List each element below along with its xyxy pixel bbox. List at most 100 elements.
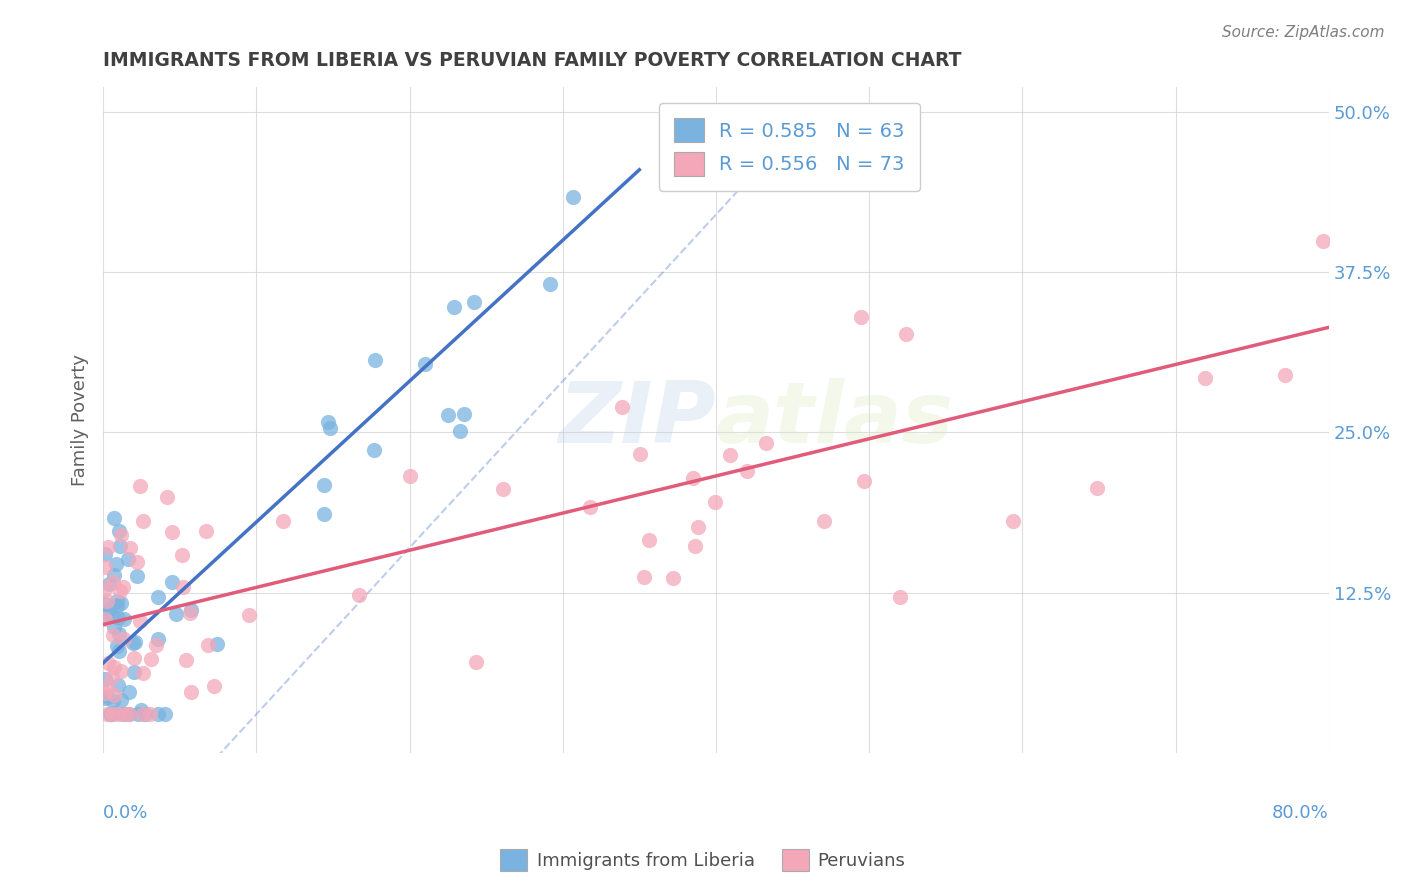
Point — [105, 599, 128, 613]
Point — [129, 703, 152, 717]
Point — [364, 352, 387, 367]
Point — [100, 707, 122, 722]
Point — [103, 659, 125, 673]
Point — [197, 638, 219, 652]
Point — [101, 608, 124, 623]
Legend: R = 0.585   N = 63, R = 0.556   N = 73: R = 0.585 N = 63, R = 0.556 N = 73 — [659, 103, 920, 191]
Point — [121, 636, 143, 650]
Point — [162, 524, 184, 539]
Point — [174, 653, 197, 667]
Text: 80.0%: 80.0% — [1272, 804, 1329, 822]
Point — [112, 632, 135, 646]
Point — [132, 666, 155, 681]
Point — [93, 690, 115, 705]
Point — [132, 707, 155, 722]
Point — [93, 560, 115, 574]
Point — [170, 548, 193, 562]
Point — [98, 707, 121, 722]
Point — [96, 707, 118, 722]
Point — [1274, 368, 1296, 382]
Point — [610, 400, 633, 414]
Point — [238, 608, 260, 623]
Point — [110, 596, 132, 610]
Point — [165, 607, 187, 622]
Point — [852, 474, 875, 488]
Point — [94, 673, 117, 687]
Point — [172, 580, 194, 594]
Point — [436, 408, 458, 422]
Text: Source: ZipAtlas.com: Source: ZipAtlas.com — [1222, 25, 1385, 40]
Point — [122, 651, 145, 665]
Point — [314, 507, 336, 521]
Point — [153, 707, 176, 722]
Point — [347, 589, 370, 603]
Point — [96, 608, 118, 623]
Point — [101, 694, 124, 708]
Point — [103, 511, 125, 525]
Point — [107, 627, 129, 641]
Point — [114, 707, 136, 722]
Point — [139, 707, 162, 722]
Point — [97, 603, 120, 617]
Point — [107, 610, 129, 624]
Point — [103, 567, 125, 582]
Point — [97, 657, 120, 671]
Point — [202, 679, 225, 693]
Point — [93, 612, 115, 626]
Point — [141, 651, 163, 665]
Point — [894, 327, 917, 342]
Point — [112, 612, 135, 626]
Point — [443, 300, 465, 314]
Point — [160, 574, 183, 589]
Point — [117, 552, 139, 566]
Point — [125, 555, 148, 569]
Point — [101, 707, 124, 722]
Point — [129, 614, 152, 628]
Point — [96, 680, 118, 694]
Point — [110, 693, 132, 707]
Point — [107, 678, 129, 692]
Point — [718, 448, 741, 462]
Point — [1312, 234, 1334, 248]
Point — [118, 707, 141, 722]
Point — [101, 628, 124, 642]
Point — [132, 514, 155, 528]
Point — [134, 707, 156, 722]
Text: 0.0%: 0.0% — [103, 804, 149, 822]
Point — [93, 547, 115, 561]
Point — [94, 598, 117, 612]
Point — [110, 664, 132, 678]
Point — [1085, 481, 1108, 495]
Point — [96, 594, 118, 608]
Point — [682, 470, 704, 484]
Point — [97, 690, 120, 704]
Text: atlas: atlas — [716, 378, 955, 461]
Point — [148, 707, 170, 722]
Point — [271, 514, 294, 528]
Point — [465, 655, 488, 669]
Point — [685, 539, 707, 553]
Point — [148, 590, 170, 604]
Point — [107, 707, 129, 722]
Point — [735, 464, 758, 478]
Text: IMMIGRANTS FROM LIBERIA VS PERUVIAN FAMILY POVERTY CORRELATION CHART: IMMIGRANTS FROM LIBERIA VS PERUVIAN FAMI… — [103, 51, 962, 70]
Point — [156, 490, 179, 504]
Point — [108, 539, 131, 553]
Point — [463, 295, 485, 310]
Point — [125, 569, 148, 583]
Point — [1194, 371, 1216, 385]
Point — [194, 524, 217, 538]
Point — [108, 524, 131, 538]
Point — [561, 189, 583, 203]
Point — [105, 639, 128, 653]
Point — [704, 495, 727, 509]
Point — [205, 637, 228, 651]
Point — [179, 607, 201, 621]
Point — [319, 420, 342, 434]
Point — [103, 619, 125, 633]
Point — [1002, 514, 1025, 528]
Point — [148, 632, 170, 646]
Point — [93, 582, 115, 596]
Point — [120, 541, 142, 556]
Point — [103, 574, 125, 589]
